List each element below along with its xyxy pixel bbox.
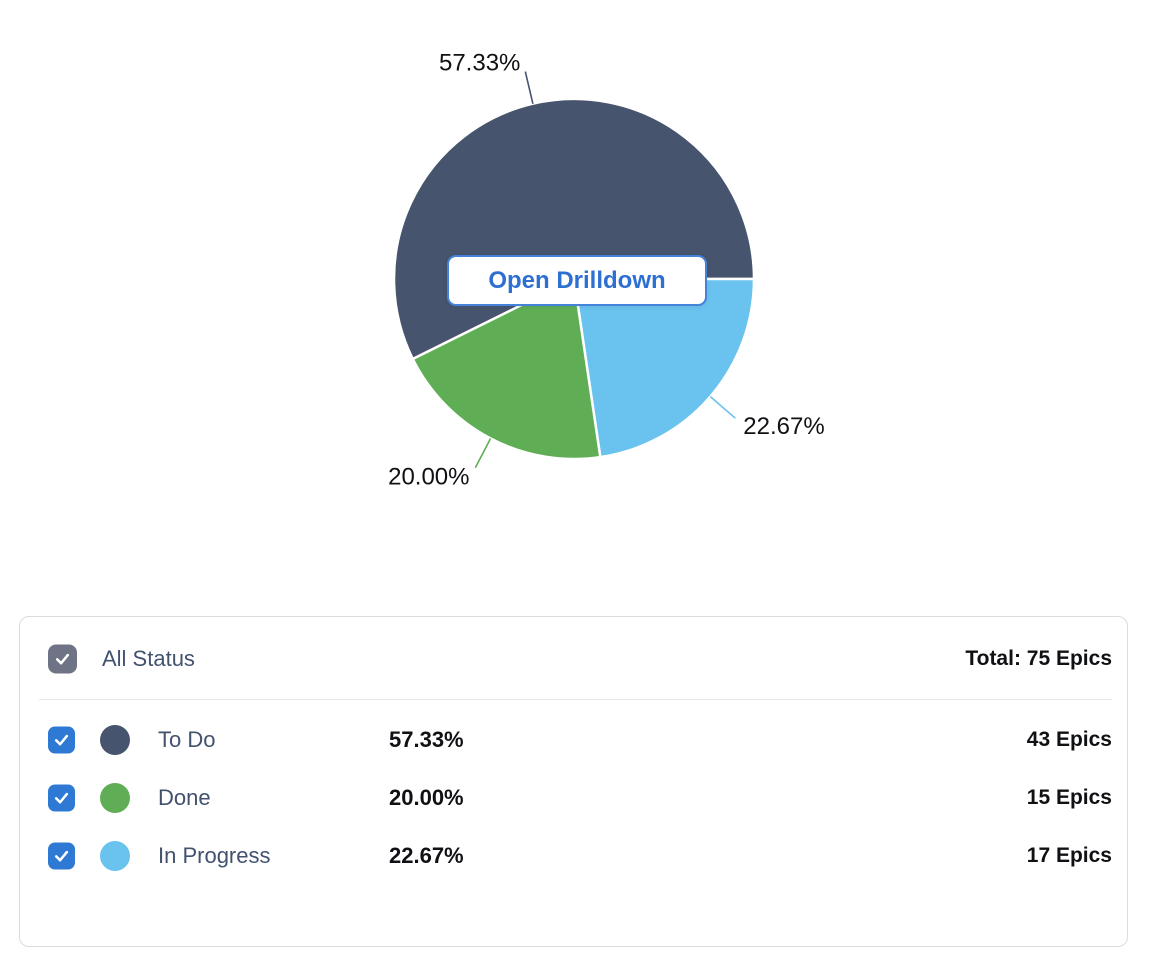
done-label: Done bbox=[158, 785, 211, 810]
check-icon bbox=[55, 653, 70, 665]
status-legend-panel: All Status Total: 75 Epics To Do 57.33% … bbox=[19, 616, 1128, 947]
legend-header-row: All Status Total: 75 Epics bbox=[20, 630, 1127, 688]
legend-row-inprogress: In Progress 22.67% 17 Epics bbox=[20, 827, 1127, 885]
all-status-label: All Status bbox=[102, 646, 195, 671]
divider bbox=[39, 699, 1112, 700]
pie-percent-label: 22.67% bbox=[743, 413, 824, 440]
inprogress-label: In Progress bbox=[158, 843, 271, 868]
open-drilldown-button[interactable]: Open Drilldown bbox=[447, 255, 707, 306]
pie-slice-in-progress[interactable] bbox=[572, 277, 756, 459]
pie-percent-label: 20.00% bbox=[388, 463, 469, 490]
all-status-checkbox[interactable] bbox=[48, 644, 77, 674]
pie-percent-label: 57.33% bbox=[439, 50, 520, 77]
done-checkbox[interactable] bbox=[48, 784, 75, 812]
check-icon bbox=[54, 792, 69, 804]
todo-percent: 57.33% bbox=[389, 727, 464, 752]
check-icon bbox=[54, 734, 69, 746]
done-count: 15 Epics bbox=[1026, 786, 1112, 809]
legend-row-done: Done 20.00% 15 Epics bbox=[20, 769, 1127, 827]
legend-row-todo: To Do 57.33% 43 Epics bbox=[20, 711, 1127, 769]
todo-label: To Do bbox=[158, 727, 216, 752]
todo-color-swatch bbox=[100, 725, 130, 755]
pie-slice-done[interactable] bbox=[411, 277, 602, 461]
inprogress-percent: 22.67% bbox=[389, 843, 464, 868]
done-color-swatch bbox=[100, 783, 130, 813]
done-percent: 20.00% bbox=[389, 785, 464, 810]
todo-checkbox[interactable] bbox=[48, 726, 75, 754]
todo-count: 43 Epics bbox=[1026, 728, 1112, 751]
inprogress-checkbox[interactable] bbox=[48, 842, 75, 870]
check-icon bbox=[54, 850, 69, 862]
leader-line bbox=[524, 71, 534, 104]
inprogress-color-swatch bbox=[100, 841, 130, 871]
leader-line bbox=[474, 438, 492, 469]
total-epics-value: Total: 75 Epics bbox=[965, 647, 1112, 670]
inprogress-count: 17 Epics bbox=[1026, 844, 1112, 867]
leader-line bbox=[709, 395, 736, 419]
